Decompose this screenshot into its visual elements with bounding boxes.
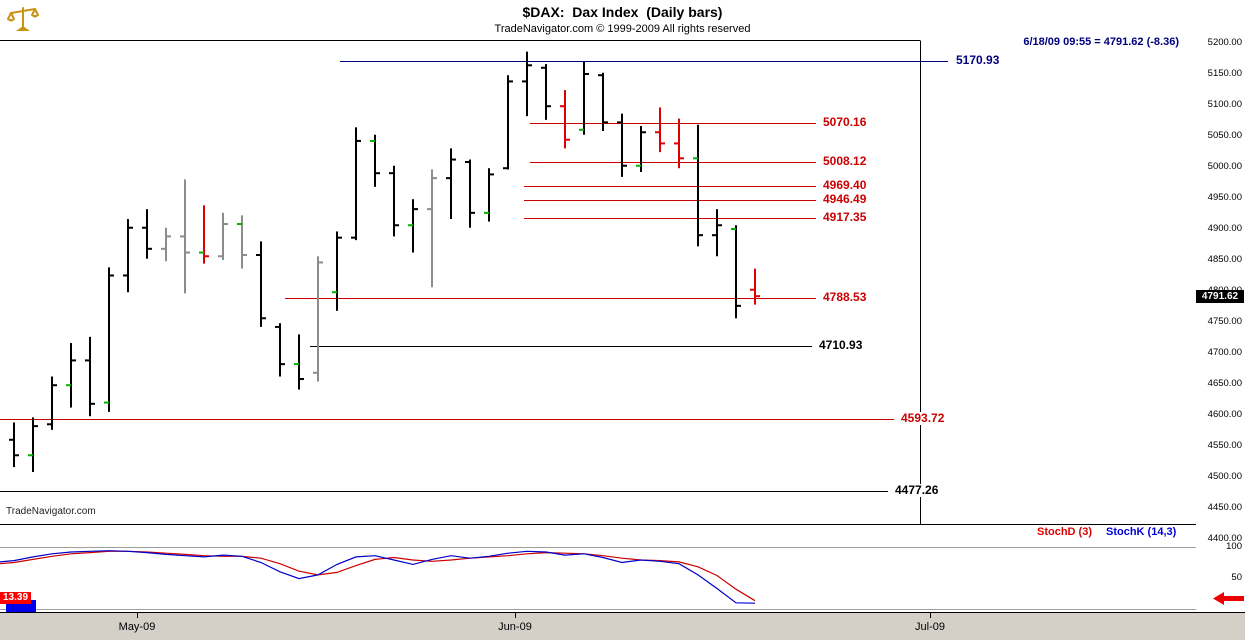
ohlc-bar: [598, 72, 608, 132]
ohlc-bar: [161, 227, 171, 262]
ohlc-bar: [389, 165, 399, 237]
ohlc-bar: [750, 268, 760, 305]
ohlc-bar: [484, 168, 494, 222]
stochd-value-badge: 13.39: [0, 592, 32, 604]
ohlc-bar: [104, 267, 114, 412]
ohlc-bar: [351, 127, 361, 241]
ohlc-bar: [541, 64, 551, 120]
ohlc-bar: [275, 323, 285, 377]
ohlc-bar: [47, 376, 57, 430]
ohlc-bar: [256, 241, 266, 327]
ohlc-bar: [617, 113, 627, 177]
month-tick: [515, 613, 516, 618]
ohlc-bar: [142, 209, 152, 259]
ohlc-bar: [370, 134, 380, 187]
gold-scales-icon: [6, 3, 40, 35]
ohlc-bar: [693, 124, 703, 247]
month-label: Jun-09: [498, 621, 532, 633]
ohlc-bar: [180, 179, 190, 294]
stochk-legend-label: StochK (14,3): [1106, 526, 1177, 538]
ohlc-bar: [636, 126, 646, 172]
month-tick: [930, 613, 931, 618]
stochd-legend-label: StochD (3): [1037, 526, 1092, 538]
ohlc-bars: [9, 51, 760, 473]
ohlc-bar: [313, 256, 323, 382]
ohlc-bar: [503, 75, 513, 170]
copyright-line: TradeNavigator.com © 1999-2009 All right…: [494, 23, 751, 35]
ohlc-bar: [9, 422, 19, 468]
ohlc-bar: [712, 209, 722, 257]
stochd-line: [0, 550, 756, 602]
chart-title: $DAX: Dax Index (Daily bars): [522, 4, 723, 20]
month-tick: [137, 613, 138, 618]
ohlc-bar: [199, 205, 209, 264]
month-label: Jul-09: [915, 621, 945, 633]
stochk-line: [0, 550, 756, 604]
ohlc-bar: [237, 215, 247, 269]
ohlc-bar: [446, 148, 456, 220]
last-price-badge: 4791.62: [1196, 290, 1244, 303]
watermark: TradeNavigator.com: [6, 506, 96, 517]
last-quote-readout: 6/18/09 09:55 = 4791.62 (-8.36): [1023, 36, 1179, 48]
ohlc-bar: [218, 212, 228, 260]
time-axis-band: May-09 Jun-09 Jul-09: [0, 612, 1245, 640]
ohlc-bar: [294, 334, 304, 390]
ohlc-bar: [560, 90, 570, 149]
ohlc-bar: [465, 159, 475, 228]
ohlc-bar: [731, 225, 741, 319]
ohlc-bar: [28, 417, 38, 473]
ohlc-bar: [66, 343, 76, 408]
scroll-left-arrow-icon[interactable]: [1213, 592, 1245, 605]
ohlc-bar: [522, 51, 532, 117]
month-label: May-09: [118, 621, 156, 633]
ohlc-bar: [332, 231, 342, 311]
ohlc-bar: [408, 199, 418, 253]
ohlc-bar: [674, 118, 684, 169]
ohlc-bar: [579, 61, 589, 135]
ohlc-bar: [85, 336, 95, 417]
ohlc-bar: [427, 169, 437, 288]
ohlc-bar: [123, 219, 133, 293]
ohlc-bar: [655, 107, 665, 153]
